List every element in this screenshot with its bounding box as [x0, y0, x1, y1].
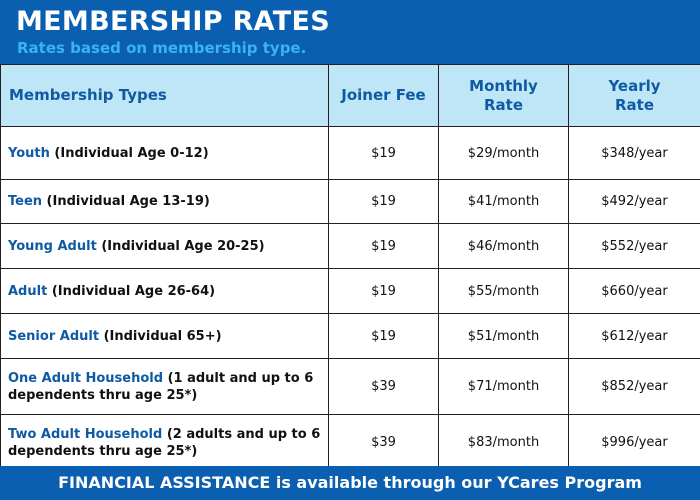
membership-type-desc: (Individual 65+): [99, 328, 222, 344]
column-header-membership-types: Membership Types: [0, 64, 329, 127]
column-header-monthly-line1: Monthly: [469, 76, 538, 95]
membership-type-cell: Teen (Individual Age 13-19): [0, 179, 329, 224]
membership-type-cell: Youth (Individual Age 0-12): [0, 126, 329, 180]
monthly-rate-cell: $55/month: [438, 268, 569, 314]
page-subtitle: Rates based on membership type.: [17, 39, 307, 57]
monthly-rate-cell: $83/month: [438, 414, 569, 471]
membership-type-desc: (Individual Age 0-12): [49, 145, 209, 161]
table-row: One Adult Household (1 adult and up to 6…: [0, 358, 700, 415]
table-row: Senior Adult (Individual 65+) $19 $51/mo…: [0, 313, 700, 359]
column-header-yearly-rate: Yearly Rate: [568, 64, 700, 127]
membership-type-cell: Adult (Individual Age 26-64): [0, 268, 329, 314]
column-header-monthly-rate: Monthly Rate: [438, 64, 569, 127]
table-row: Two Adult Household (2 adults and up to …: [0, 414, 700, 471]
column-header-yearly-line2: Rate: [614, 95, 655, 114]
yearly-rate-cell: $492/year: [568, 179, 700, 224]
monthly-rate-cell: $41/month: [438, 179, 569, 224]
membership-type-cell: Young Adult (Individual Age 20-25): [0, 223, 329, 269]
column-header-yearly-line1: Yearly: [608, 76, 661, 95]
membership-type-name: Young Adult: [8, 238, 97, 254]
membership-type-cell: Two Adult Household (2 adults and up to …: [0, 414, 329, 471]
table-row: Young Adult (Individual Age 20-25) $19 $…: [0, 223, 700, 269]
rates-table-container: Membership Types Joiner Fee Monthly Rate…: [0, 64, 700, 471]
membership-type-desc: (1 adult and up to 6 dependents thru age…: [8, 370, 314, 403]
monthly-rate-cell: $29/month: [438, 126, 569, 180]
membership-type-cell: Senior Adult (Individual 65+): [0, 313, 329, 359]
table-row: Youth (Individual Age 0-12) $19 $29/mont…: [0, 126, 700, 180]
table-row: Adult (Individual Age 26-64) $19 $55/mon…: [0, 268, 700, 314]
joiner-fee-cell: $19: [328, 268, 439, 314]
membership-type-desc: (Individual Age 26-64): [47, 283, 216, 299]
membership-type-desc: (2 adults and up to 6 dependents thru ag…: [8, 426, 321, 459]
table-row: Teen (Individual Age 13-19) $19 $41/mont…: [0, 179, 700, 224]
monthly-rate-cell: $71/month: [438, 358, 569, 415]
monthly-rate-cell: $51/month: [438, 313, 569, 359]
membership-type-name: Adult: [8, 283, 48, 299]
membership-type-desc: (Individual Age 13-19): [42, 194, 210, 209]
financial-assistance-banner: FINANCIAL ASSISTANCE is available throug…: [0, 466, 700, 500]
page-title: MEMBERSHIP RATES: [16, 6, 330, 37]
yearly-rate-cell: $348/year: [568, 126, 700, 180]
table-header-row: Membership Types Joiner Fee Monthly Rate…: [0, 64, 700, 127]
membership-rates-table: Membership Types Joiner Fee Monthly Rate…: [0, 64, 700, 471]
column-header-monthly-line2: Rate: [483, 95, 524, 114]
membership-type-name: Two Adult Household: [8, 426, 163, 442]
membership-type-name: Youth: [8, 145, 50, 161]
monthly-rate-cell: $46/month: [438, 223, 569, 269]
page-header: MEMBERSHIP RATES Rates based on membersh…: [0, 0, 700, 64]
yearly-rate-cell: $612/year: [568, 313, 700, 359]
joiner-fee-cell: $19: [328, 179, 439, 224]
yearly-rate-cell: $996/year: [568, 414, 700, 471]
membership-type-name: Teen: [8, 194, 43, 209]
yearly-rate-cell: $660/year: [568, 268, 700, 314]
joiner-fee-cell: $19: [328, 223, 439, 269]
yearly-rate-cell: $552/year: [568, 223, 700, 269]
membership-type-cell: One Adult Household (1 adult and up to 6…: [0, 358, 329, 415]
membership-type-name: Senior Adult: [8, 328, 100, 344]
joiner-fee-cell: $19: [328, 313, 439, 359]
joiner-fee-cell: $39: [328, 414, 439, 471]
joiner-fee-cell: $19: [328, 126, 439, 180]
joiner-fee-cell: $39: [328, 358, 439, 415]
membership-type-desc: (Individual Age 20-25): [96, 238, 265, 254]
membership-type-name: One Adult Household: [8, 370, 164, 386]
column-header-joiner-fee: Joiner Fee: [328, 64, 439, 127]
yearly-rate-cell: $852/year: [568, 358, 700, 415]
